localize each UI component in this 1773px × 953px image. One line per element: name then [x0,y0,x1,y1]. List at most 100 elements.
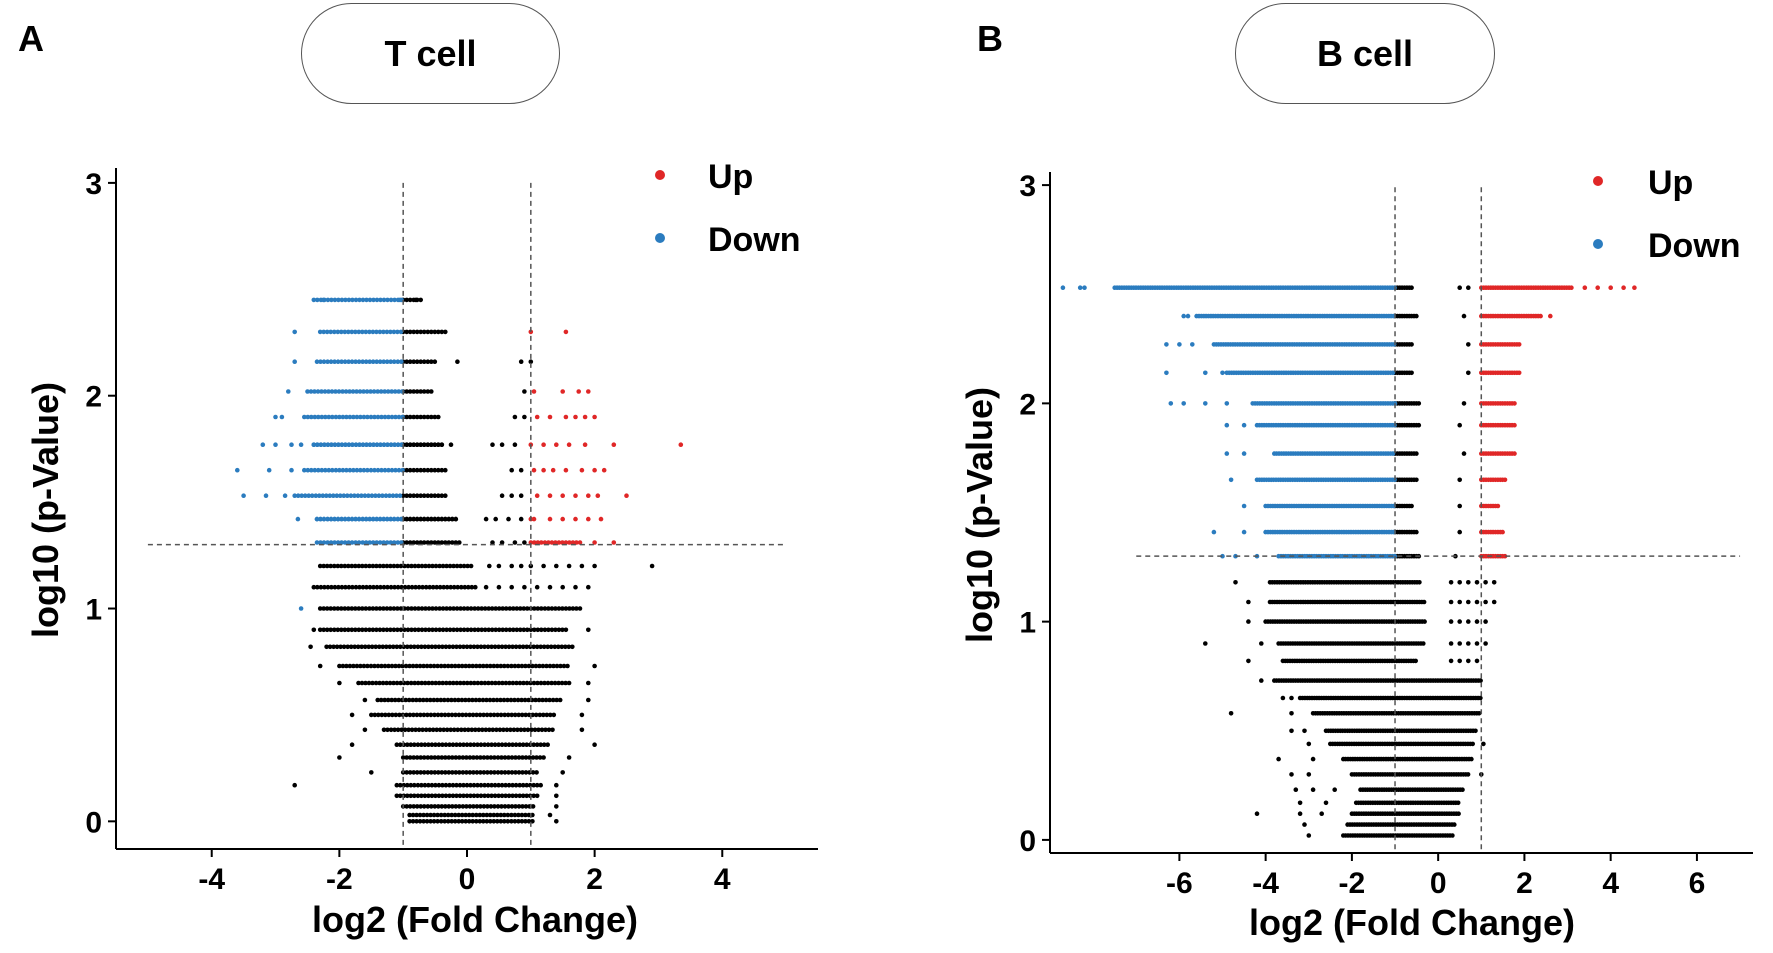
ns-point [448,727,454,733]
ns-point [374,627,379,633]
ns-point [503,782,508,788]
down-point [315,442,320,448]
ns-point [418,516,424,522]
ns-point [526,697,531,703]
ns-point [432,770,438,775]
ns-point [509,712,514,718]
ns-point [1246,658,1251,664]
y-tick-label: 2 [1019,388,1036,421]
ns-point [446,712,451,718]
ns-point [498,812,504,818]
down-point [381,516,387,522]
ns-point [409,627,414,633]
ns-point [460,770,466,775]
ns-point [464,793,470,799]
down-point [368,414,374,420]
ns-point [339,584,345,590]
ns-point [439,755,445,760]
ns-point [529,727,534,733]
up-point [534,414,540,420]
ns-point [363,563,369,569]
ns-point [426,563,432,569]
ns-point [452,663,458,669]
ns-point [544,663,549,669]
down-point [1164,370,1169,376]
ns-point [503,680,509,686]
ns-point [538,782,543,788]
ns-point [328,627,334,633]
up-point [592,414,597,420]
ns-point [411,414,417,420]
ns-point [447,793,452,799]
ns-point [468,563,474,569]
down-point [1077,285,1083,291]
ns-point [417,812,423,818]
ns-point [429,770,434,775]
down-point [1224,401,1230,406]
ns-point [404,540,410,545]
ns-point [502,819,507,824]
up-point [567,540,572,545]
ns-point [440,742,445,747]
ns-point [471,793,477,799]
ns-point [463,663,469,669]
up-point [1502,477,1508,483]
ns-point [349,712,355,718]
ns-point [318,584,324,590]
ns-point [454,742,459,747]
ns-point [453,540,459,545]
ns-point [546,727,552,733]
down-point [318,442,324,448]
ns-point [506,804,511,809]
ns-point [474,819,479,824]
ns-point [458,563,463,569]
down-point [368,389,373,394]
ns-point [315,584,320,590]
ns-point [450,770,455,775]
ns-point [407,297,413,303]
ns-point [1448,641,1454,646]
ns-point [531,644,536,650]
ns-point [518,627,523,633]
ns-point [367,627,372,633]
ns-point [364,584,369,590]
down-point [266,467,272,473]
ns-point [1289,728,1294,734]
ns-point [489,606,495,611]
ns-point [421,359,427,365]
ns-point [382,663,388,669]
up-point [554,442,559,448]
down-point [321,329,327,335]
ns-point [428,712,434,718]
ns-point [503,606,509,611]
ns-point [436,493,441,499]
ns-point [397,712,402,718]
ns-point [414,329,420,335]
ns-point [524,680,530,686]
ns-point [439,329,445,335]
down-point [395,516,401,522]
ns-point [460,755,466,760]
ns-point [563,644,568,650]
ns-point [488,804,494,809]
ns-point [521,606,527,611]
ns-point [369,712,374,718]
up-point [531,389,537,394]
down-point [359,493,364,499]
ns-point [404,516,410,522]
ns-point [1448,658,1454,664]
ns-point [348,644,354,650]
ns-point [551,712,557,718]
ns-point [466,584,471,590]
ns-point [549,627,555,633]
up-point [582,414,588,420]
ns-point [334,644,340,650]
down-point [363,329,369,335]
ns-point [451,563,456,569]
ns-point [516,770,522,775]
ns-point [1491,580,1497,585]
ns-point [506,770,511,775]
ns-point [492,793,498,799]
ns-point [468,606,474,611]
up-point [547,414,553,420]
